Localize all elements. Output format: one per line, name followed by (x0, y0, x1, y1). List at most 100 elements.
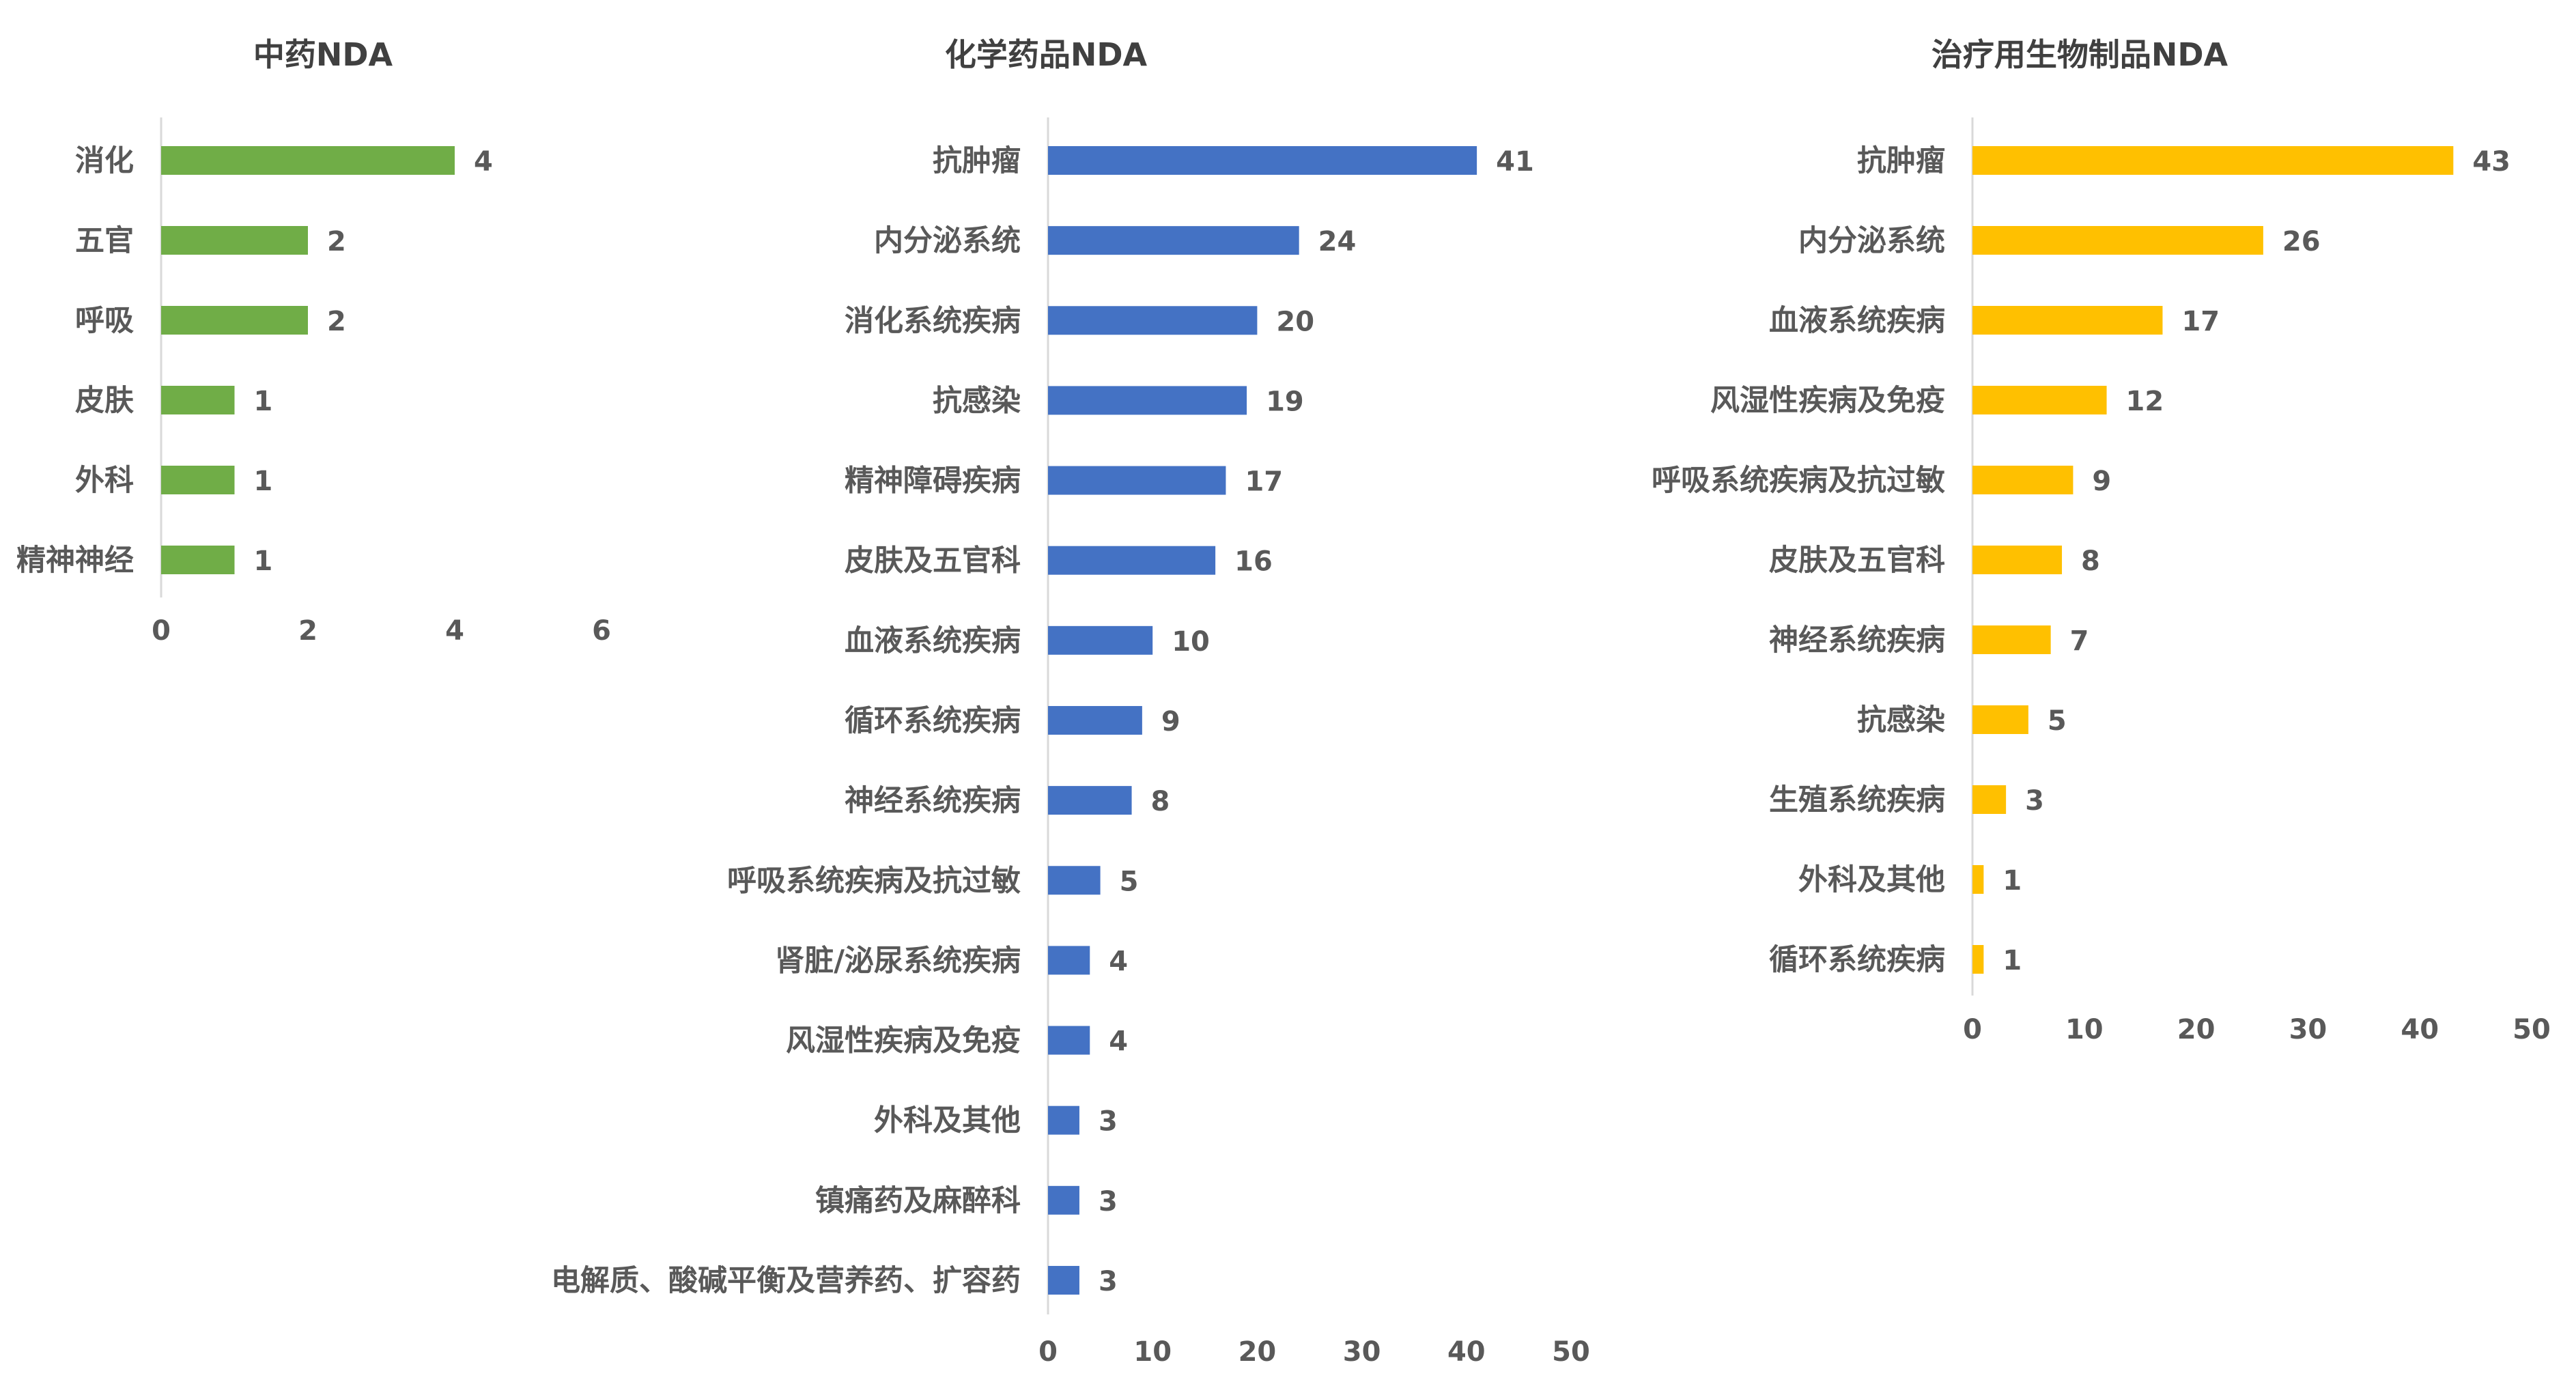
data-label: 20 (1276, 306, 1314, 337)
bar (1972, 306, 2163, 335)
bar (1048, 386, 1247, 415)
data-label: 4 (1109, 1026, 1128, 1058)
category-label: 外科及其他 (1798, 863, 1945, 897)
bar (1972, 625, 2051, 654)
category-label: 精神神经 (16, 544, 134, 578)
data-label: 1 (254, 466, 273, 497)
bar (1048, 306, 1258, 335)
category-label: 血液系统疾病 (1769, 304, 1945, 338)
data-label: 12 (2126, 386, 2164, 417)
data-label: 2 (327, 226, 346, 257)
category-label: 内分泌系统 (1798, 224, 1945, 258)
bar (161, 386, 235, 414)
category-label: 消化 (75, 144, 134, 178)
category-label: 精神障碍疾病 (845, 464, 1021, 498)
category-label: 抗肿瘤 (933, 144, 1021, 178)
data-label: 1 (254, 546, 273, 577)
data-label: 10 (1172, 626, 1210, 658)
category-label: 血液系统疾病 (845, 624, 1021, 658)
chart-title: 化学药品NDA (945, 36, 1148, 73)
data-label: 17 (2181, 306, 2220, 337)
bar (1972, 386, 2107, 414)
bar (161, 546, 235, 574)
category-label: 外科及其他 (874, 1104, 1021, 1138)
data-label: 1 (254, 386, 273, 417)
x-tick-label: 2 (298, 615, 317, 647)
category-label: 循环系统疾病 (1769, 943, 1945, 977)
category-label: 五官 (75, 224, 134, 258)
x-tick-label: 50 (2513, 1014, 2551, 1045)
data-label: 8 (1151, 786, 1170, 817)
data-label: 16 (1234, 546, 1273, 578)
category-label: 皮肤 (75, 384, 134, 418)
x-tick-label: 30 (2289, 1014, 2327, 1045)
category-label: 神经系统疾病 (845, 784, 1021, 818)
data-label: 4 (474, 146, 493, 178)
data-label: 3 (1099, 1266, 1118, 1297)
chart-panel-chemical: 化学药品NDA 抗肿瘤 41 内分泌系统 24 消化系统疾病 20 抗感染 19 精神障碍疾病 17… (551, 36, 1590, 1368)
data-label: 2 (327, 306, 346, 337)
category-label: 肾脏/泌尿系统疾病 (775, 944, 1021, 978)
category-label: 生殖系统疾病 (1769, 783, 1945, 817)
x-tick-label: 20 (1239, 1336, 1277, 1368)
x-tick-label: 0 (1038, 1336, 1058, 1368)
bar (1048, 226, 1299, 255)
bar (1972, 705, 2028, 734)
data-label: 19 (1266, 386, 1304, 417)
category-label: 呼吸 (75, 304, 134, 338)
bar (1048, 466, 1226, 495)
bar (1048, 546, 1216, 575)
data-label: 24 (1318, 226, 1357, 257)
bar (1048, 146, 1477, 175)
category-label: 风湿性疾病及免疫 (1710, 384, 1945, 418)
data-label: 3 (1099, 1186, 1118, 1217)
data-label: 3 (2025, 785, 2044, 817)
data-label: 5 (1120, 866, 1139, 897)
bar (161, 146, 455, 175)
data-label: 4 (1109, 946, 1128, 977)
x-tick-label: 30 (1343, 1336, 1381, 1368)
bar (1972, 466, 2073, 494)
bar (1048, 1026, 1090, 1055)
chart-title: 治疗用生物制品NDA (1931, 36, 2228, 73)
x-tick-label: 20 (2177, 1014, 2216, 1045)
bar (1972, 785, 2007, 814)
data-label: 7 (2070, 625, 2089, 657)
data-label: 41 (1496, 146, 1534, 178)
category-label: 消化系统疾病 (845, 304, 1021, 338)
bar (1048, 1105, 1079, 1135)
category-label: 皮肤及五官科 (1769, 544, 1945, 578)
bar (1972, 945, 1984, 974)
category-label: 循环系统疾病 (845, 704, 1021, 738)
category-label: 抗感染 (1857, 703, 1945, 737)
data-label: 8 (2081, 546, 2100, 577)
category-label: 呼吸系统疾病及抗过敏 (1652, 464, 1945, 498)
chart-panel-tcm: 中药NDA 消化 4 五官 2 呼吸 2 皮肤 1 外科 1 精神神经 1 0 2 4 6 (16, 36, 611, 647)
data-label: 43 (2472, 146, 2510, 178)
x-tick-label: 0 (1963, 1014, 1982, 1045)
category-label: 镇痛药及麻醉科 (815, 1184, 1021, 1218)
data-label: 9 (1161, 706, 1180, 737)
data-label: 17 (1245, 466, 1283, 498)
bar (1048, 786, 1132, 815)
data-label: 1 (2002, 865, 2022, 897)
bar (1048, 866, 1101, 895)
x-tick-label: 40 (1447, 1336, 1486, 1368)
x-tick-label: 4 (445, 615, 464, 647)
category-label: 内分泌系统 (874, 224, 1021, 258)
x-tick-label: 10 (1133, 1336, 1172, 1368)
bar (1048, 705, 1142, 735)
x-tick-label: 6 (592, 615, 611, 647)
x-tick-label: 10 (2065, 1014, 2104, 1045)
bar (1048, 625, 1153, 655)
category-label: 风湿性疾病及免疫 (786, 1024, 1021, 1058)
x-tick-label: 40 (2401, 1014, 2439, 1045)
bar (1048, 1185, 1079, 1215)
bar (1048, 946, 1090, 975)
x-tick-label: 50 (1552, 1336, 1590, 1368)
chart-title: 中药NDA (253, 36, 393, 73)
data-label: 9 (2092, 466, 2111, 497)
category-label: 神经系统疾病 (1769, 623, 1945, 658)
